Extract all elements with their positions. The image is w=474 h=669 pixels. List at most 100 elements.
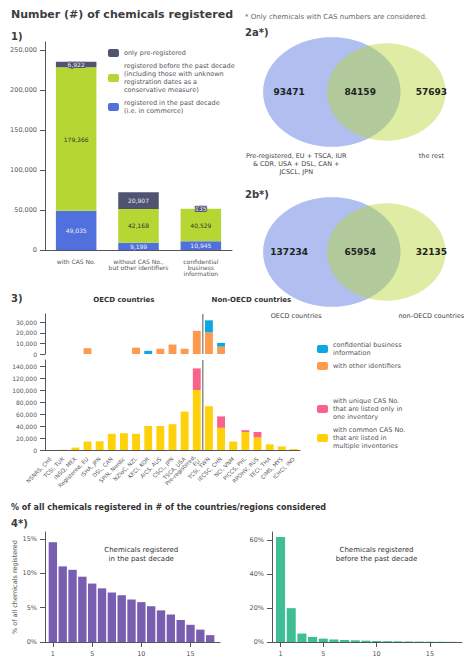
svg-text:Registered, EU: Registered, EU (56, 455, 90, 489)
svg-text:135: 135 (195, 205, 207, 212)
svg-text:information: information (333, 349, 371, 357)
svg-text:15%: 15% (23, 535, 37, 543)
svg-text:1: 1 (51, 650, 55, 658)
svg-text:that are listed only in: that are listed only in (333, 405, 402, 413)
svg-text:one inventory: one inventory (333, 413, 378, 421)
svg-text:10: 10 (137, 650, 145, 658)
svg-text:10%: 10% (23, 569, 37, 577)
svg-text:before the past decade: before the past decade (336, 555, 417, 563)
svg-text:IECSC, CHN: IECSC, CHN (196, 455, 224, 483)
svg-text:Number (#) of chemicals regist: Number (#) of chemicals registered (11, 8, 233, 21)
svg-text:0: 0 (33, 447, 37, 454)
svg-text:15: 15 (186, 650, 194, 658)
svg-text:9,199: 9,199 (130, 243, 147, 250)
svg-text:but other identifiers: but other identifiers (109, 264, 169, 271)
svg-text:100,000: 100,000 (12, 387, 37, 394)
svg-text:information: information (184, 270, 219, 277)
svg-text:80,000: 80,000 (16, 399, 37, 406)
svg-text:registered before the past dec: registered before the past decade (124, 62, 235, 70)
svg-text:INSQ, MEX: INSQ, MEX (52, 455, 78, 481)
svg-text:3): 3) (11, 293, 23, 304)
svg-text:4*): 4*) (11, 518, 28, 529)
svg-text:only pre-registered: only pre-registered (124, 49, 186, 57)
svg-text:JCSCL, JPN: JCSCL, JPN (278, 168, 313, 176)
svg-text:with CAS No.: with CAS No. (57, 258, 96, 265)
svg-text:65954: 65954 (345, 247, 376, 257)
svg-text:137234: 137234 (270, 247, 308, 257)
svg-text:registration dates as a: registration dates as a (124, 78, 197, 86)
svg-text:that are listed in: that are listed in (333, 434, 387, 442)
svg-text:conservative measure): conservative measure) (124, 86, 199, 94)
svg-text:5: 5 (90, 650, 94, 658)
svg-text:Non-OECD countries: Non-OECD countries (212, 296, 292, 304)
svg-text:60%: 60% (250, 536, 264, 544)
svg-text:100,000: 100,000 (10, 166, 37, 174)
svg-text:multiple inventories: multiple inventories (333, 442, 399, 450)
svg-text:150,000: 150,000 (10, 126, 37, 134)
svg-text:60,000: 60,000 (16, 411, 37, 418)
svg-text:250,000: 250,000 (10, 46, 37, 54)
svg-text:20%: 20% (250, 604, 264, 612)
svg-text:1): 1) (11, 31, 23, 42)
svg-text:Chemicals registered: Chemicals registered (340, 546, 414, 554)
svg-text:NZIoC, NZL: NZIoC, NZL (112, 455, 139, 483)
svg-text:32135: 32135 (416, 247, 447, 257)
svg-text:40%: 40% (250, 570, 264, 578)
svg-text:6,922: 6,922 (68, 61, 85, 68)
svg-text:in the past decade: in the past decade (109, 555, 174, 563)
svg-text:Pre-registered,: Pre-registered, (164, 453, 197, 487)
svg-text:1: 1 (278, 650, 282, 658)
svg-text:40,529: 40,529 (190, 222, 211, 229)
svg-text:50,000: 50,000 (14, 206, 37, 214)
svg-text:RPOHV, RUS: RPOHV, RUS (231, 455, 260, 485)
svg-text:42,168: 42,168 (128, 222, 149, 229)
svg-text:& CDR, USA + DSL, CAN +: & CDR, USA + DSL, CAN + (253, 160, 340, 168)
svg-text:57693: 57693 (416, 87, 447, 97)
svg-text:40,000: 40,000 (16, 423, 37, 430)
svg-text:TSCA, USA: TSCA, USA (161, 455, 187, 481)
svg-text:with unique CAS No.: with unique CAS No. (333, 397, 399, 405)
svg-text:84159: 84159 (345, 87, 376, 97)
svg-text:the rest: the rest (419, 152, 445, 160)
svg-text:120,000: 120,000 (12, 375, 37, 382)
svg-text:ICHCI, IND: ICHCI, IND (272, 456, 296, 480)
svg-text:NSNRS, CHE: NSNRS, CHE (25, 455, 54, 485)
svg-text:OECD countries: OECD countries (93, 296, 154, 304)
svg-text:OECD countries: OECD countries (271, 312, 323, 320)
svg-text:% of all chemicals registered: % of all chemicals registered (11, 540, 19, 634)
svg-text:2a*): 2a*) (245, 27, 269, 38)
svg-text:179,366: 179,366 (64, 136, 89, 143)
svg-text:5%: 5% (27, 604, 37, 612)
svg-text:(i.e. in commerce): (i.e. in commerce) (124, 107, 183, 115)
svg-text:registered in the past decade: registered in the past decade (124, 99, 220, 107)
svg-text:20,000: 20,000 (16, 329, 37, 336)
svg-text:PICCS, PHL: PICCS, PHL (222, 455, 248, 482)
svg-text:200,000: 200,000 (10, 86, 37, 94)
svg-text:10,945: 10,945 (190, 242, 211, 249)
svg-text:0: 0 (33, 246, 37, 254)
svg-text:10: 10 (372, 650, 380, 658)
svg-text:(including those with unknown: (including those with unknown (124, 70, 224, 78)
svg-text:2b*): 2b*) (245, 189, 269, 200)
svg-text:* Only chemicals with CAS numb: * Only chemicals with CAS numbers are co… (245, 13, 427, 21)
svg-text:Chemicals registered: Chemicals registered (104, 546, 178, 554)
svg-text:0%: 0% (27, 638, 37, 646)
svg-text:with other identifiers: with other identifiers (333, 362, 401, 370)
svg-text:5: 5 (321, 650, 325, 658)
svg-text:10,000: 10,000 (16, 340, 37, 347)
svg-text:20,000: 20,000 (16, 435, 37, 442)
svg-text:non-OECD countries: non-OECD countries (398, 312, 464, 320)
svg-text:% of all chemicals registered: % of all chemicals registered in # of th… (11, 503, 326, 512)
svg-text:confidential business: confidential business (333, 341, 402, 349)
svg-text:20,907: 20,907 (128, 197, 149, 204)
svg-text:140,000: 140,000 (12, 363, 37, 370)
svg-text:49,035: 49,035 (66, 227, 87, 234)
svg-text:15: 15 (426, 650, 434, 658)
svg-text:93471: 93471 (273, 87, 304, 97)
svg-text:30,000: 30,000 (16, 319, 37, 326)
svg-text:SPIN, Nordic: SPIN, Nordic (98, 455, 126, 484)
svg-text:with common CAS No.: with common CAS No. (333, 426, 405, 434)
svg-text:0: 0 (33, 351, 37, 358)
svg-text:Pre-registered, EU + TSCA, IUR: Pre-registered, EU + TSCA, IUR (246, 152, 347, 160)
svg-text:0%: 0% (254, 638, 264, 646)
